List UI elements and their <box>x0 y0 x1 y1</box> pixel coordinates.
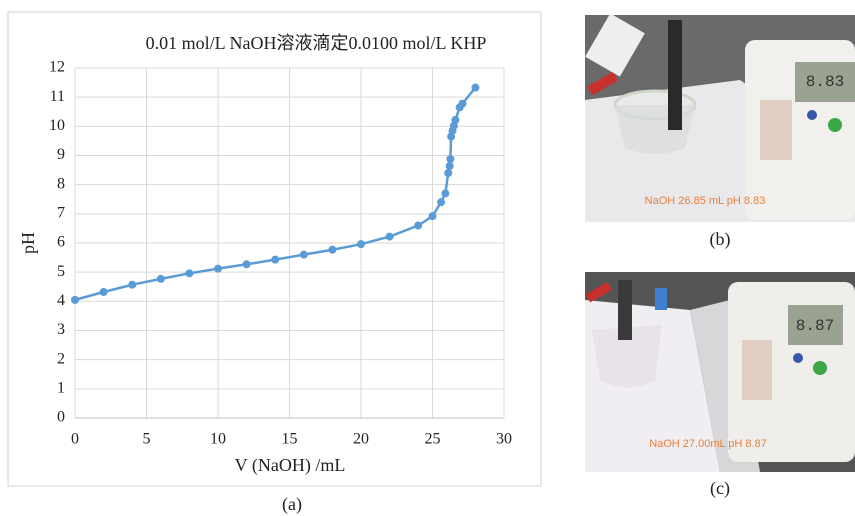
meter-display: 8.87 <box>796 317 834 335</box>
y-tick-label: 2 <box>57 350 65 367</box>
y-tick-label: 5 <box>57 263 65 280</box>
data-point <box>271 256 279 264</box>
x-tick-label: 30 <box>496 431 512 448</box>
chart-title: 0.01 mol/L NaOH溶液滴定0.0100 mol/L KHP <box>146 33 487 53</box>
data-point <box>157 275 165 283</box>
data-point <box>214 265 222 273</box>
data-point <box>414 222 422 230</box>
y-tick-label: 12 <box>49 59 65 76</box>
data-point <box>386 233 394 241</box>
x-tick-label: 15 <box>282 431 298 448</box>
y-tick-label: 10 <box>49 117 65 134</box>
meter-display: 8.83 <box>806 73 844 91</box>
y-tick-label: 11 <box>50 88 65 105</box>
data-point <box>128 281 136 289</box>
photo-overlay: NaOH 26.85 mL pH 8.83 <box>645 195 766 207</box>
data-point <box>446 155 454 163</box>
photo: 8.87 NaOH 27.00mL pH 8.87 <box>585 272 855 472</box>
data-point <box>328 246 336 254</box>
chart-caption: (a) <box>282 494 302 515</box>
x-tick-label: 20 <box>353 431 369 448</box>
data-point <box>243 260 251 268</box>
y-tick-label: 8 <box>57 175 65 192</box>
y-axis-label: pH <box>18 232 38 254</box>
data-point <box>300 251 308 259</box>
chart: 0.01 mol/L NaOH溶液滴定0.0100 mol/L KHP V (N… <box>0 0 855 516</box>
data-point <box>437 198 445 206</box>
y-tick-label: 1 <box>57 380 65 397</box>
photo-caption: (b) <box>710 229 731 250</box>
x-tick-label: 10 <box>210 431 226 448</box>
data-point <box>471 84 479 92</box>
photo: 8.83 NaOH 26.85 mL pH 8.83 <box>585 13 855 222</box>
data-point <box>441 189 449 197</box>
photo-caption: (c) <box>710 478 730 499</box>
data-point <box>444 169 452 177</box>
y-tick-label: 0 <box>57 409 65 426</box>
x-axis-label: V (NaOH) /mL <box>235 455 346 476</box>
y-tick-label: 7 <box>57 205 65 222</box>
x-tick-label: 25 <box>425 431 441 448</box>
data-point <box>429 212 437 220</box>
figure: 0.01 mol/L NaOH溶液滴定0.0100 mol/L KHP V (N… <box>0 0 855 516</box>
x-tick-label: 0 <box>71 431 79 448</box>
y-tick-label: 6 <box>57 234 65 251</box>
data-point <box>357 240 365 248</box>
data-point <box>71 296 79 304</box>
data-point <box>100 288 108 296</box>
chart-border <box>8 12 541 486</box>
y-tick-label: 9 <box>57 146 65 163</box>
data-point <box>459 100 467 108</box>
x-tick-label: 5 <box>143 431 151 448</box>
y-tick-label: 3 <box>57 321 65 338</box>
y-tick-label: 4 <box>57 292 65 309</box>
data-point <box>185 269 193 277</box>
data-point <box>451 116 459 124</box>
data-point <box>446 162 454 170</box>
photo-overlay: NaOH 27.00mL pH 8.87 <box>649 438 767 450</box>
